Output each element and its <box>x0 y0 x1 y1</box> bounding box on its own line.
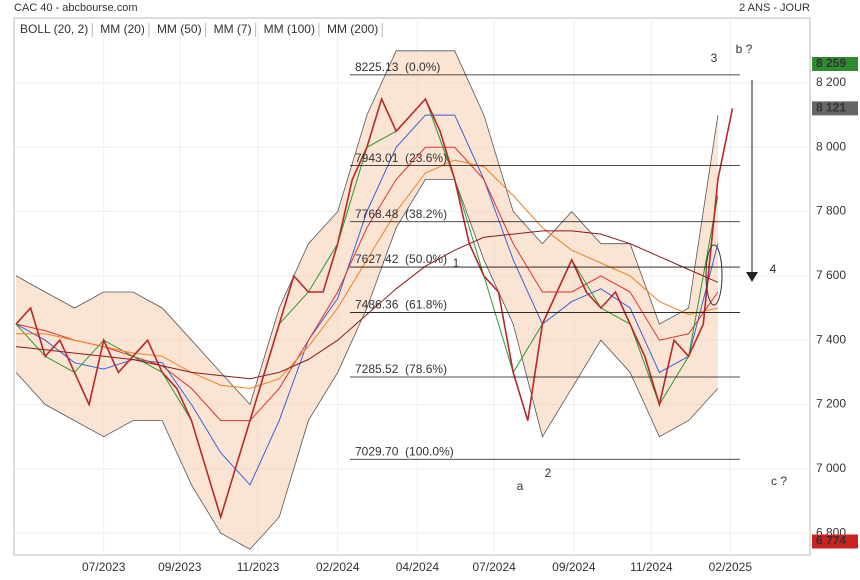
band-upper <box>15 50 719 406</box>
wave-label: 1 <box>453 256 460 270</box>
legend-entry: BOLL (20, 2) <box>20 22 88 36</box>
wave-label: c ? <box>771 474 787 488</box>
y-tick-label: 8 200 <box>816 75 846 89</box>
fib-label: 8225.13 (0.0%) <box>355 60 440 74</box>
legend: BOLL (20, 2) MM (20) MM (50) MM (7) MM (100)… <box>20 22 383 37</box>
fib-label: 7486.36 (61.8%) <box>355 298 447 312</box>
y-tick-label: 7 400 <box>816 332 846 346</box>
fib-label: 7627.42 (50.0%) <box>355 252 447 266</box>
wave-label: a <box>517 479 524 493</box>
x-tick-label: 11/2023 <box>237 560 280 574</box>
y-tick-label: 7 000 <box>816 461 846 475</box>
x-tick-label: 07/2024 <box>472 560 516 574</box>
price-marker <box>812 101 858 116</box>
x-tick-label: 07/2023 <box>82 560 126 574</box>
wave-label: 4 <box>770 262 777 276</box>
chart-subtitle: 2 ANS - JOUR <box>739 2 810 14</box>
legend-entry: MM (50) <box>157 22 202 36</box>
fib-label: 7285.52 (78.6%) <box>355 362 447 376</box>
legend-entry: MM (20) <box>100 22 145 36</box>
x-tick-label: 02/2025 <box>709 560 753 574</box>
price-marker <box>812 56 858 71</box>
fib-label: 7768.48 (38.2%) <box>355 207 447 221</box>
y-tick-label: 8 000 <box>816 139 846 153</box>
x-tick-label: 11/2024 <box>630 560 673 574</box>
wave-label: b ? <box>736 42 753 56</box>
price-marker-label: 8 259 <box>816 56 846 70</box>
y-tick-label: 7 200 <box>816 397 846 411</box>
fibonacci: 8225.13 (0.0%) 7943.01 (23.6%) 7768.48 (38… <box>350 60 740 460</box>
y-tick-label: 7 600 <box>816 268 846 282</box>
x-tick-label: 09/2024 <box>552 560 596 574</box>
x-tick-label: 02/2024 <box>316 560 360 574</box>
chart-title: CAC 40 - abcbourse.com <box>14 2 138 14</box>
wave-label: 2 <box>545 466 552 480</box>
ma-line <box>16 159 719 389</box>
price-marker-label: 8 121 <box>816 101 846 115</box>
legend-entry: MM (7) <box>214 22 252 36</box>
fib-label: 7943.01 (23.6%) <box>355 151 447 165</box>
legend-entry: MM (200) <box>327 22 378 36</box>
ma-line <box>15 230 719 380</box>
legend-entry: MM (100) <box>264 22 315 36</box>
price-line <box>15 96 734 520</box>
x-tick-label: 04/2024 <box>396 560 440 574</box>
lines <box>15 96 734 520</box>
band-fill <box>16 50 718 550</box>
x-tick-label: 09/2023 <box>158 560 202 574</box>
price-marker <box>812 534 858 549</box>
y-tick-label: 7 800 <box>816 204 846 218</box>
bollinger <box>15 50 719 550</box>
band-lower <box>15 179 719 550</box>
fib-label: 7029.70 (100.0%) <box>355 444 454 458</box>
grid <box>14 18 810 555</box>
wave-label: 3 <box>711 51 718 65</box>
price-marker-label: 6 774 <box>816 534 846 548</box>
arrow-head <box>746 272 758 282</box>
ellipse <box>705 244 723 306</box>
plot-frame <box>13 17 811 556</box>
